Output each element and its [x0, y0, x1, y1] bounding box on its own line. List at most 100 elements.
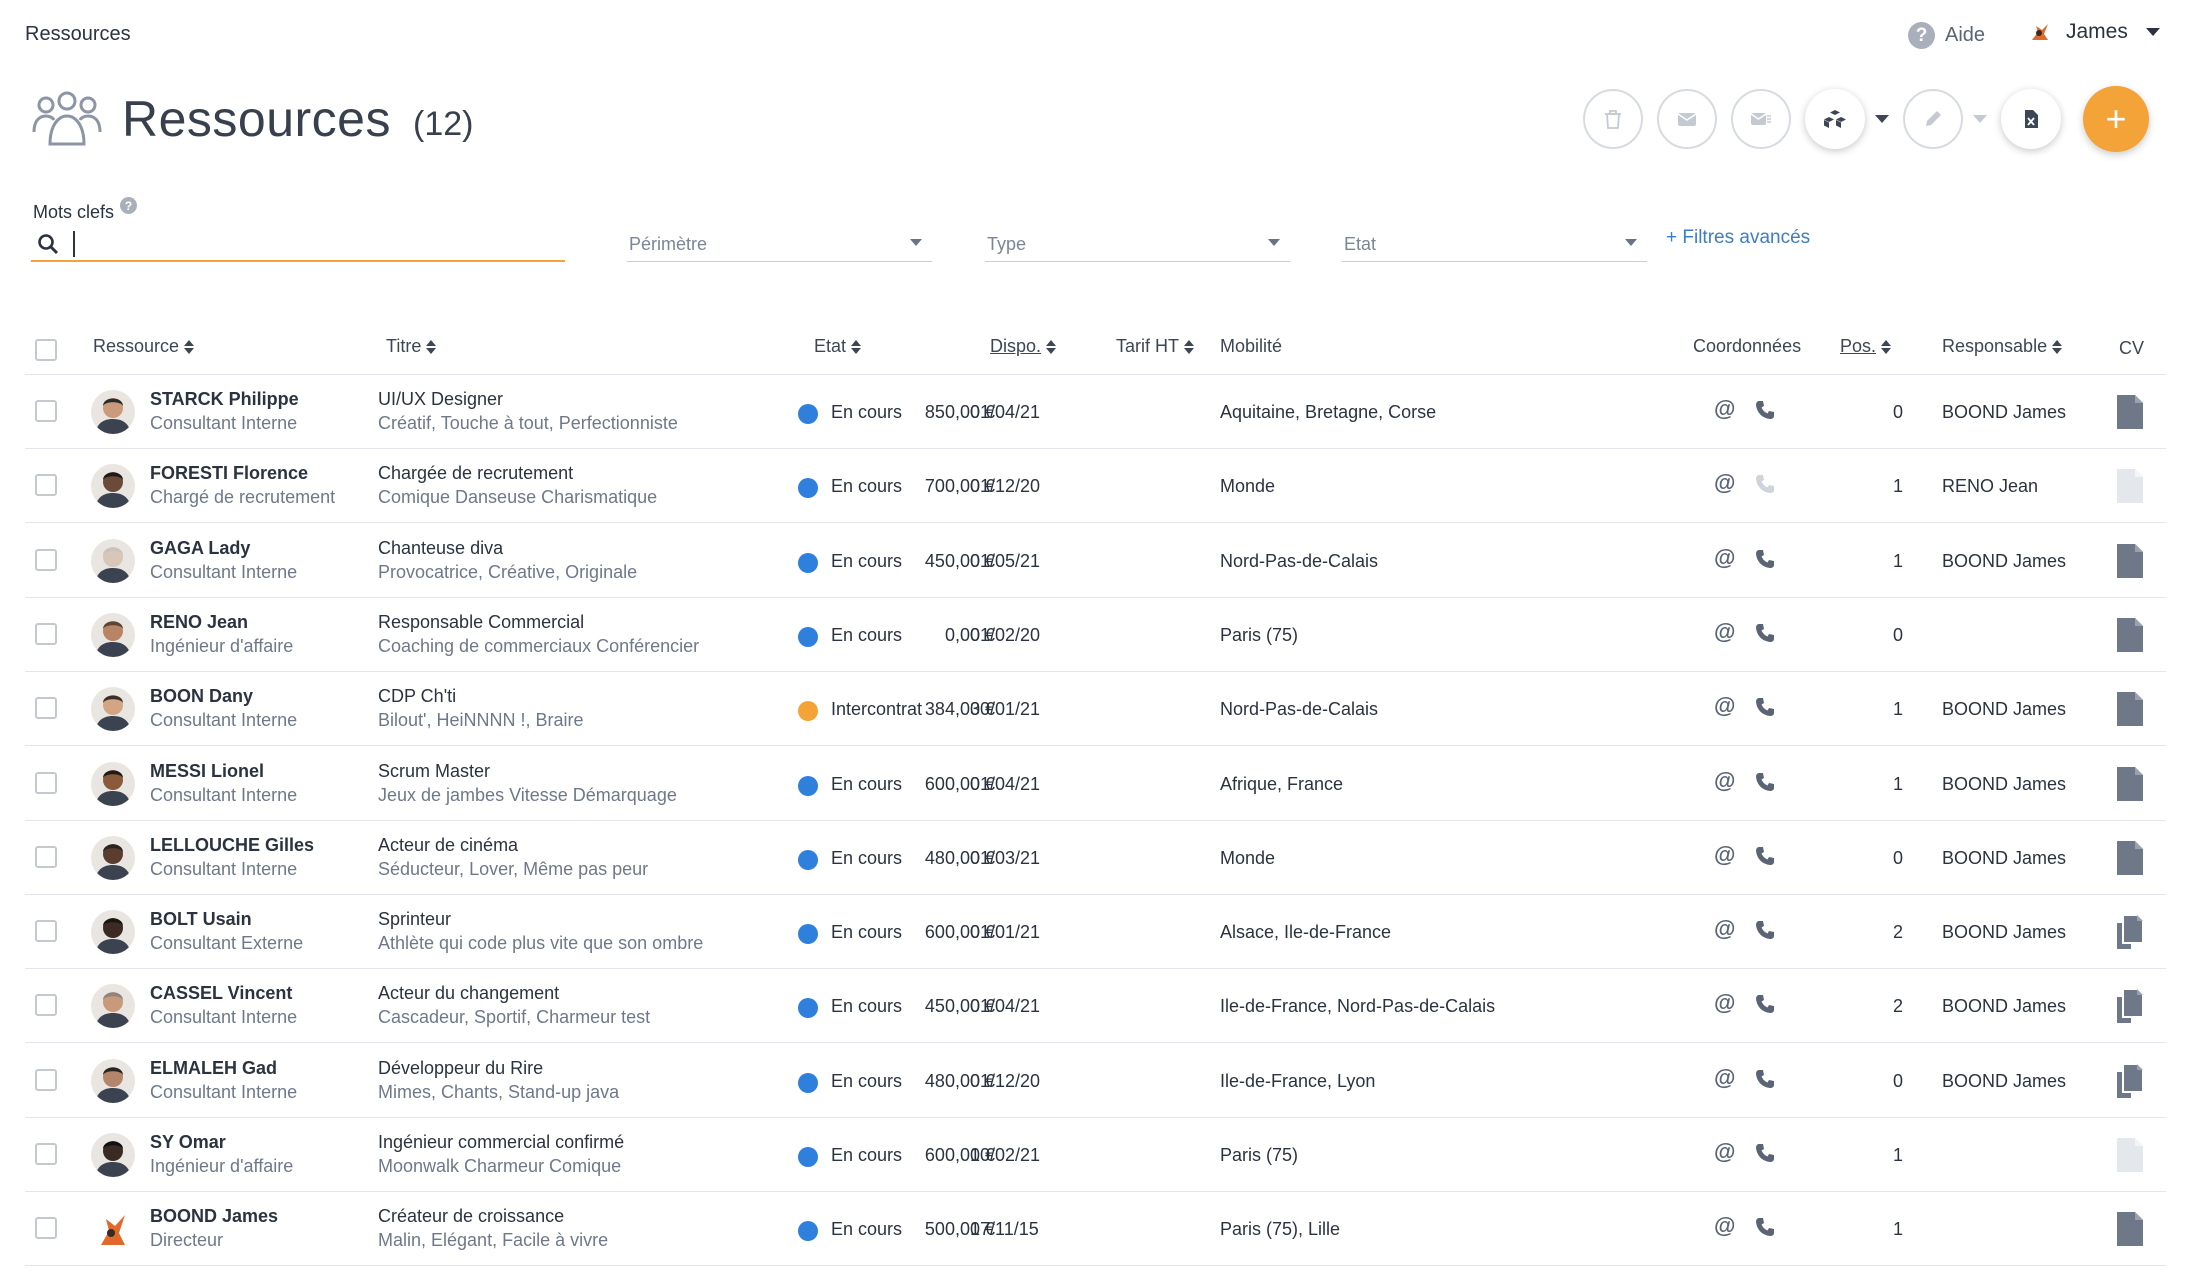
table-row[interactable]: MESSI Lionel Consultant Interne Scrum Mast…: [25, 747, 2166, 821]
resource-name[interactable]: BOON Dany: [150, 686, 254, 707]
col-pos[interactable]: Pos.: [1840, 336, 1892, 357]
mass-email-button[interactable]: [1731, 89, 1791, 149]
col-responsable[interactable]: Responsable: [1942, 336, 2063, 357]
cv-file-icon[interactable]: [2115, 765, 2145, 803]
email-button[interactable]: [1657, 89, 1717, 149]
cv-file-icon[interactable]: [2115, 616, 2145, 654]
phone-icon[interactable]: [1754, 919, 1776, 941]
row-checkbox[interactable]: [35, 622, 57, 645]
row-checkbox[interactable]: [35, 474, 57, 497]
email-at-icon[interactable]: @: [1714, 1139, 1736, 1164]
cv-file-icon[interactable]: [2115, 393, 2145, 431]
table-row[interactable]: CASSEL Vincent Consultant Interne Acteur d…: [25, 969, 2166, 1044]
phone-icon[interactable]: [1754, 696, 1776, 718]
table-row[interactable]: ELMALEH Gad Consultant Interne Développeur…: [25, 1044, 2166, 1118]
row-checkbox[interactable]: [35, 1217, 57, 1240]
row-checkbox[interactable]: [35, 920, 57, 943]
table-row[interactable]: LELLOUCHE Gilles Consultant Interne Acteur…: [25, 821, 2166, 895]
email-at-icon[interactable]: @: [1714, 1213, 1736, 1239]
help-icon[interactable]: ?: [120, 197, 138, 214]
resource-name[interactable]: ELMALEH Gad: [150, 1057, 278, 1078]
table-row[interactable]: SY Omar Ingénieur d'affaire Ingénieur comm…: [25, 1118, 2166, 1192]
etat-select[interactable]: Etat: [1342, 228, 1647, 262]
phone-icon[interactable]: [1754, 622, 1776, 644]
col-etat[interactable]: Etat: [814, 336, 862, 357]
email-at-icon[interactable]: @: [1714, 470, 1736, 496]
resource-name[interactable]: LELLOUCHE Gilles: [150, 834, 315, 855]
user-menu[interactable]: James: [2028, 20, 2160, 44]
row-checkbox[interactable]: [35, 994, 57, 1017]
row-checkbox[interactable]: [35, 548, 57, 571]
cv-multiple-files-icon[interactable]: [2115, 913, 2145, 951]
row-checkbox[interactable]: [35, 1143, 57, 1165]
row-checkbox[interactable]: [35, 845, 57, 868]
row-checkbox[interactable]: [35, 697, 57, 720]
cv-multiple-files-icon[interactable]: [2115, 987, 2145, 1025]
delete-button[interactable]: [1583, 89, 1643, 149]
table-row[interactable]: RENO Jean Ingénieur d'affaire Responsable …: [25, 598, 2166, 672]
rate-value: 450,00 €: [924, 550, 995, 571]
email-at-icon[interactable]: @: [1714, 990, 1736, 1016]
edit-button[interactable]: [1903, 89, 1963, 149]
breadcrumb[interactable]: Ressources: [25, 23, 131, 45]
resource-name[interactable]: BOLT Usain: [150, 909, 252, 930]
col-dispo[interactable]: Dispo.: [990, 336, 1057, 357]
col-titre[interactable]: Titre: [386, 336, 437, 357]
resource-name[interactable]: GAGA Lady: [150, 537, 251, 558]
type-select[interactable]: Type: [985, 228, 1290, 262]
phone-icon[interactable]: [1754, 1216, 1776, 1238]
resource-name[interactable]: BOOND James: [150, 1206, 279, 1227]
email-at-icon[interactable]: @: [1714, 396, 1736, 421]
help-link[interactable]: ? Aide: [1908, 22, 1985, 49]
phone-icon[interactable]: [1754, 1068, 1776, 1090]
cv-file-icon[interactable]: [2115, 1210, 2145, 1248]
resource-name[interactable]: MESSI Lionel: [150, 760, 265, 781]
resource-name[interactable]: CASSEL Vincent: [150, 983, 293, 1004]
export-excel-button[interactable]: [2001, 89, 2061, 149]
email-at-icon[interactable]: @: [1714, 618, 1736, 644]
cv-file-icon[interactable]: [2115, 690, 2145, 728]
email-at-icon[interactable]: @: [1714, 544, 1736, 570]
add-resource-button[interactable]: +: [2083, 86, 2149, 152]
email-at-icon[interactable]: @: [1714, 767, 1736, 793]
select-all-checkbox[interactable]: [35, 339, 57, 361]
advanced-filters-link[interactable]: + Filtres avancés: [1666, 227, 1811, 248]
group-actions-button[interactable]: [1805, 89, 1865, 149]
resource-name[interactable]: FORESTI Florence: [150, 463, 309, 484]
phone-icon[interactable]: [1754, 845, 1776, 867]
resource-name[interactable]: STARCK Philippe: [150, 389, 299, 409]
email-at-icon[interactable]: @: [1714, 916, 1736, 942]
col-tarif[interactable]: Tarif HT: [1116, 336, 1194, 357]
phone-icon[interactable]: [1754, 771, 1776, 793]
cv-file-icon[interactable]: [2115, 542, 2145, 580]
phone-icon[interactable]: [1754, 993, 1776, 1015]
email-at-icon[interactable]: @: [1714, 1064, 1736, 1090]
email-at-icon[interactable]: @: [1714, 841, 1736, 867]
email-at-icon[interactable]: @: [1714, 693, 1736, 719]
table-row[interactable]: GAGA Lady Consultant Interne Chanteuse div…: [25, 524, 2166, 598]
chevron-down-icon[interactable]: [1973, 115, 1987, 123]
table-row[interactable]: BOLT Usain Consultant Externe Sprinteur Ath…: [25, 895, 2166, 970]
table-row[interactable]: BOOND James Directeur Créateur de croissan…: [25, 1192, 2166, 1267]
row-checkbox[interactable]: [35, 400, 57, 422]
cv-file-icon[interactable]: [2115, 839, 2145, 877]
table-row[interactable]: BOON Dany Consultant Interne CDP Ch'ti Bilo…: [25, 672, 2166, 747]
rate-value: 500,00 €: [924, 1219, 995, 1240]
chevron-down-icon[interactable]: [1875, 115, 1889, 123]
resource-name[interactable]: SY Omar: [150, 1132, 226, 1152]
phone-icon[interactable]: [1754, 399, 1776, 421]
table-row[interactable]: FORESTI Florence Chargé de recrutement Cha…: [25, 449, 2166, 524]
table-row[interactable]: STARCK Philippe Consultant Interne UI/UX D…: [25, 375, 2166, 449]
cv-multiple-files-icon[interactable]: [2115, 1062, 2145, 1100]
keywords-search-input[interactable]: [31, 228, 565, 262]
perimetre-select[interactable]: Périmètre: [627, 228, 932, 262]
col-ressource[interactable]: Ressource: [93, 336, 195, 357]
phone-icon[interactable]: [1754, 473, 1776, 495]
phone-icon[interactable]: [1754, 548, 1776, 570]
phone-icon[interactable]: [1754, 1142, 1776, 1164]
row-checkbox[interactable]: [35, 771, 57, 794]
resource-name[interactable]: RENO Jean: [150, 611, 249, 632]
row-checkbox[interactable]: [35, 1068, 57, 1091]
availability-date: 10/02/21: [970, 1145, 1041, 1165]
resource-skills: Malin, Elégant, Facile à vivre: [378, 1230, 609, 1251]
